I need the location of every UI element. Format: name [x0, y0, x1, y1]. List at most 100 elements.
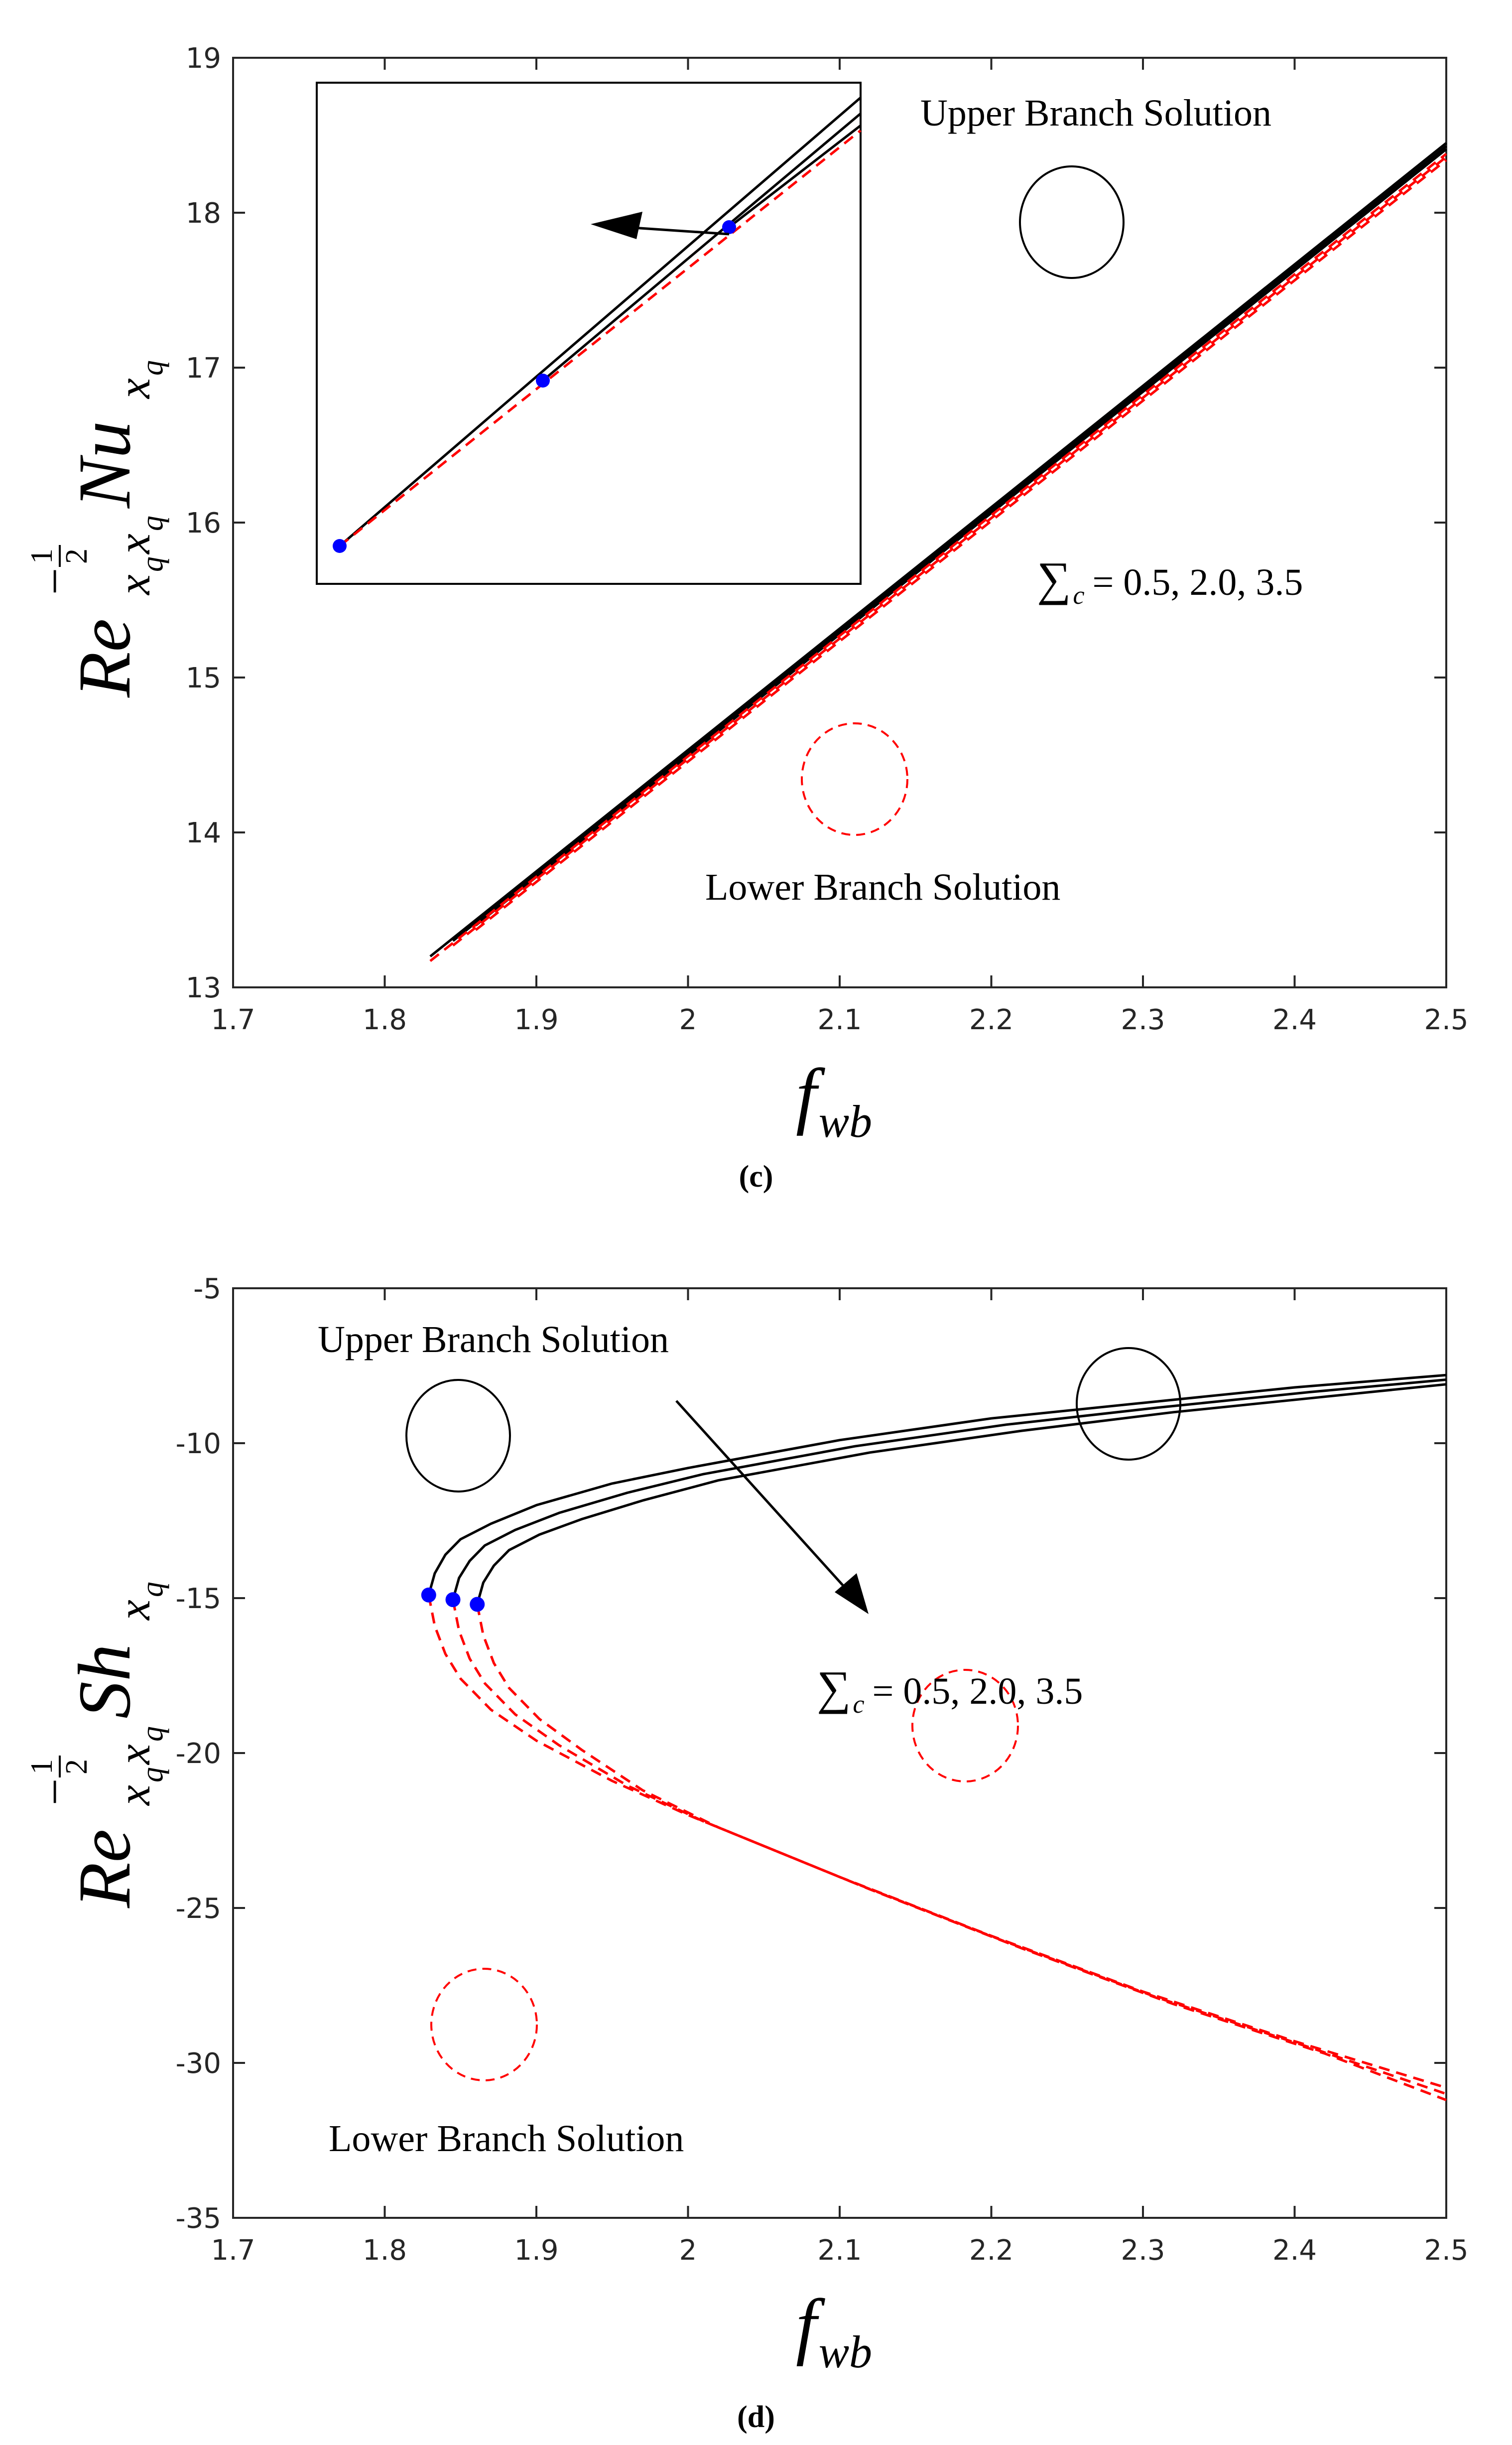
x-tick-label-d-3: 2: [679, 2234, 697, 2267]
y-label-sub-b-c: q: [135, 556, 169, 572]
y-label-frac-den-d: 2: [60, 1759, 94, 1774]
x-tick-label-d-8: 2.5: [1424, 2234, 1468, 2267]
inset-lower-line: [339, 130, 862, 547]
sum-sub-c: c: [1073, 581, 1084, 610]
y-label-sub-d-d: q: [135, 1726, 169, 1742]
y-label-sub-b-d: q: [135, 1767, 169, 1782]
series-lower-d-5: [476, 1604, 1447, 2101]
upper-branch-marker-c: [1019, 165, 1125, 279]
y-label-sub-a-c: x: [109, 574, 159, 596]
panel-label-c: (c): [739, 1160, 773, 1194]
y-axis-label-d: Re − 1 2 x q x q Sh x q: [25, 1582, 169, 1908]
y-label-term-d: Sh: [63, 1644, 146, 1719]
series-lower-d-4: [452, 1599, 1447, 2095]
series-lower-c-4: [452, 156, 1447, 947]
x-tick-label-c-6: 2.3: [1121, 1004, 1165, 1036]
x-tick-label-c-7: 2.4: [1272, 1004, 1317, 1036]
series-c: [429, 142, 1447, 962]
inset-critical-point-2: [536, 374, 550, 388]
x-tick-label-c-2: 1.9: [514, 1004, 558, 1036]
lower-branch-marker-c: [801, 722, 908, 836]
y-tick-label-c-1: 14: [186, 817, 221, 849]
x-tick-label-d-4: 2.1: [817, 2234, 862, 2267]
x-tick-label-d-2: 1.9: [514, 2234, 558, 2267]
y-label-sub-c-d: x: [109, 1744, 159, 1766]
y-tick-label-c-0: 13: [186, 972, 221, 1004]
y-label-term-c: Nu: [63, 421, 146, 509]
x-tick-label-c-1: 1.8: [363, 1004, 407, 1036]
x-label-sub-d: wb: [819, 2326, 872, 2377]
x-tick-label-d-5: 2.2: [969, 2234, 1013, 2267]
y-tick-label-c-2: 15: [186, 662, 221, 694]
series-upper-d-1: [452, 1378, 1447, 1600]
x-tick-label-c-8: 2.5: [1424, 1004, 1468, 1036]
arrow-shaft-d: [675, 1400, 854, 1597]
series-d: [427, 1373, 1447, 2101]
y-tick-label-d-2: -25: [176, 1893, 221, 1925]
y-label-frac-num-c: 1: [25, 548, 59, 564]
x-label-sub-c: wb: [819, 1096, 872, 1147]
x-tick-label-d-0: 1.7: [211, 2234, 255, 2267]
panel-c: 1.7 1.8 1.9 2 2.1 2.2 2.3 2.4 2.5 13 14 15 16 17 18 19…: [25, 42, 1469, 1194]
y-label-minus-d: −: [28, 1778, 81, 1805]
sum-sub-d: c: [853, 1690, 864, 1719]
panel-label-d: (d): [737, 2400, 775, 2434]
x-tick-labels-d: 1.7 1.8 1.9 2 2.1 2.2 2.3 2.4 2.5: [211, 2234, 1468, 2267]
y-tick-label-c-6: 19: [186, 42, 221, 75]
y-label-minus-c: −: [28, 568, 81, 595]
y-label-sub-c-c: x: [109, 534, 159, 555]
x-tick-label-d-6: 2.3: [1121, 2234, 1165, 2267]
arrow-head-d: [835, 1573, 869, 1614]
y-label-frac-den-c: 2: [60, 548, 94, 564]
y-tick-label-d-6: -5: [193, 1273, 221, 1305]
x-tick-label-c-5: 2.2: [969, 1004, 1013, 1036]
critical-point-d-0: [421, 1587, 436, 1603]
inset-c: [316, 82, 862, 585]
inset-arrow-head: [591, 212, 642, 239]
x-tick-label-c-0: 1.7: [211, 1004, 255, 1036]
critical-points-d: [421, 1587, 485, 1612]
y-label-term-sub2-c: q: [135, 360, 169, 376]
series-upper-d-2: [476, 1383, 1447, 1605]
y-label-sub-a-d: x: [109, 1785, 159, 1806]
inset-critical-point-3: [722, 220, 736, 234]
inset-upper-line-1: [339, 97, 862, 547]
x-tick-label-c-3: 2: [679, 1004, 697, 1036]
y-label-sub-d-c: q: [135, 516, 169, 531]
x-tick-label-d-7: 2.4: [1272, 2234, 1317, 2267]
panel-d: 1.7 1.8 1.9 2 2.1 2.2 2.3 2.4 2.5 -35 -30 -25 -20 -1…: [25, 1273, 1469, 2434]
x-axis-label-c: f wb: [796, 1054, 872, 1147]
lower-branch-label-d: Lower Branch Solution: [329, 2118, 684, 2160]
inset-upper-line-3: [728, 125, 862, 228]
y-tick-label-d-4: -15: [176, 1583, 221, 1615]
series-lower-c-3: [429, 152, 1447, 962]
y-axis-label-c: Re − 1 2 x q x q Nu x q: [25, 360, 169, 698]
upper-branch-marker-d: [405, 1379, 511, 1493]
y-tick-labels-c: 13 14 15 16 17 18 19: [186, 42, 221, 1004]
y-label-term-sub2-d: q: [135, 1582, 169, 1597]
sum-symbol-c: ∑: [1037, 552, 1071, 605]
x-tick-label-d-1: 1.8: [363, 2234, 407, 2267]
upper-branch-label-c: Upper Branch Solution: [920, 92, 1271, 134]
y-label-term-sub-d: x: [109, 1600, 159, 1621]
sum-values-d: = 0.5, 2.0, 3.5: [873, 1670, 1083, 1712]
x-axis-label-d: f wb: [796, 2284, 872, 2377]
x-tick-label-c-4: 2.1: [817, 1004, 862, 1036]
y-tick-label-d-1: -30: [176, 2047, 221, 2080]
series-upper-c-2: [475, 148, 1447, 927]
lower-branch-marker-d-2: [911, 1669, 1019, 1782]
y-label-base-c: Re: [63, 619, 146, 698]
critical-point-d-1: [445, 1592, 461, 1608]
upper-branch-label-d: Upper Branch Solution: [318, 1319, 669, 1360]
series-lower-c-5: [475, 159, 1447, 931]
sigma-annotation-d: ∑ c = 0.5, 2.0, 3.5: [817, 1661, 1083, 1719]
series-lower-d-3: [427, 1595, 1447, 2089]
y-label-base-d: Re: [63, 1829, 146, 1908]
inset-critical-point-1: [333, 539, 347, 553]
axes-box-d: [232, 1287, 1447, 2219]
lower-branch-label-c: Lower Branch Solution: [705, 866, 1060, 908]
series-upper-d-0: [427, 1373, 1447, 1596]
y-tick-label-d-0: -35: [176, 2202, 221, 2235]
ticks-c: [232, 57, 1447, 988]
